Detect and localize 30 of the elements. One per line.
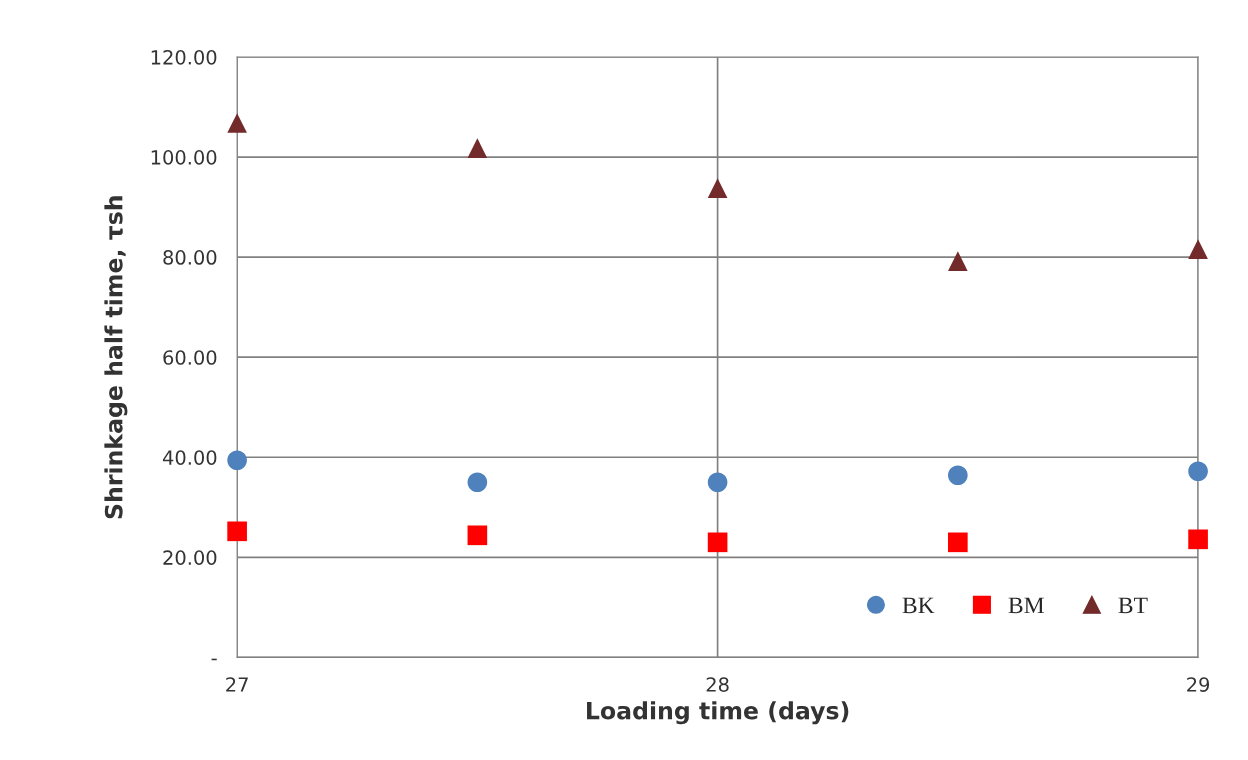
point xyxy=(227,521,247,542)
point xyxy=(1188,461,1208,482)
x-axis-title: Loading time (days) xyxy=(587,701,849,725)
y-tick-label: - xyxy=(211,658,217,661)
point xyxy=(948,465,968,486)
y-tick-label: 120.00 xyxy=(151,49,217,65)
legend-label: BM xyxy=(1008,597,1044,614)
point xyxy=(467,138,488,158)
point xyxy=(1188,529,1208,550)
y-tick-label: 80.00 xyxy=(163,250,217,265)
point xyxy=(227,113,247,133)
y-tick-label: 20.00 xyxy=(163,550,217,565)
point xyxy=(467,525,488,546)
point xyxy=(707,532,728,553)
point xyxy=(707,472,728,493)
y-tick-label: 40.00 xyxy=(162,450,217,465)
y-tick-label: 60.00 xyxy=(163,350,217,365)
point xyxy=(948,251,968,271)
x-tick-label: 28 xyxy=(706,677,729,692)
legend-label: BK xyxy=(902,597,935,614)
point xyxy=(227,450,247,471)
point xyxy=(707,178,728,198)
x-tick-label: 29 xyxy=(1187,677,1210,692)
point xyxy=(467,472,488,493)
point xyxy=(948,532,968,553)
y-axis-title: Shrinkage half time, τsh xyxy=(104,196,128,519)
y-tick-label: 100.00 xyxy=(151,150,217,165)
point xyxy=(1188,239,1208,259)
x-tick-label: 27 xyxy=(226,677,248,692)
legend-label: BT xyxy=(1118,597,1148,614)
